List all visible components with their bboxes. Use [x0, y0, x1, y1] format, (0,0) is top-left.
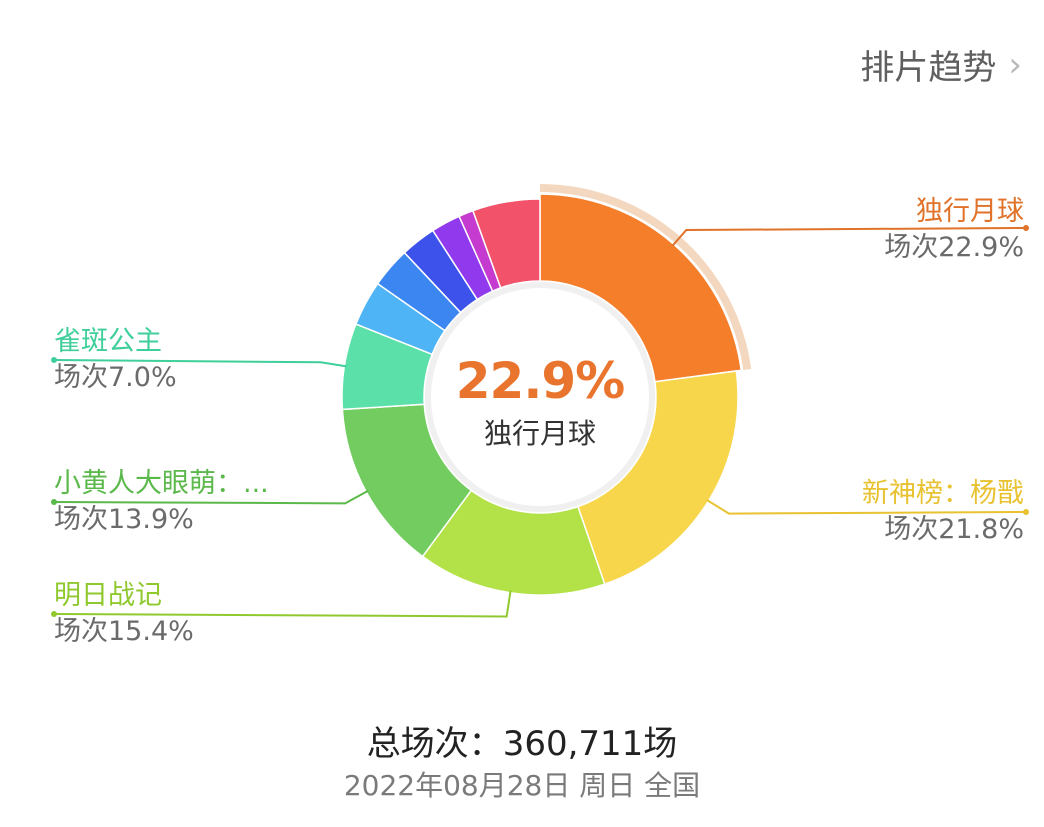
slice-label-3: 小黄人大眼萌：... 场次13.9% [54, 466, 269, 538]
leader-dot-0 [1023, 225, 1029, 231]
center-percentage: 22.9% [455, 352, 625, 410]
slice-pct-3: 场次13.9% [54, 504, 194, 535]
slice-label-1: 新神榜：杨戬 场次21.8% [862, 476, 1024, 548]
slice-name-3: 小黄人大眼萌：... [54, 468, 269, 499]
slice-pct-2: 场次15.4% [54, 616, 194, 647]
center-movie-name: 独行月球 [483, 417, 596, 450]
leader-line-0 [671, 227, 1027, 247]
leader-line-4 [53, 359, 347, 368]
slice-label-0: 独行月球 场次22.9% [884, 194, 1024, 266]
total-showings: 总场次：360,711场 [0, 716, 1044, 765]
highlight-ring [540, 184, 752, 371]
schedule-trend-link[interactable]: 排片趋势 › [860, 40, 1022, 89]
leader-line-1 [706, 499, 1027, 515]
total-value: 360,711场 [502, 724, 678, 764]
leader-dot-1 [1023, 509, 1029, 515]
slice-pct-0: 场次22.9% [884, 232, 1024, 263]
leader-dot-3 [51, 499, 57, 505]
inner-ring [425, 282, 655, 512]
slice-label-2: 明日战记 场次15.4% [54, 578, 194, 650]
slice-name-1: 新神榜：杨戬 [862, 478, 1024, 509]
leader-dot-4 [51, 357, 57, 363]
leader-line-3 [53, 490, 369, 505]
slice-pct-4: 场次7.0% [54, 362, 177, 393]
leader-dot-2 [51, 611, 57, 617]
chevron-right-icon: › [1008, 44, 1022, 85]
schedule-trend-label: 排片趋势 [860, 48, 997, 88]
pie-slice-10[interactable] [471, 198, 541, 289]
pie-slice-0[interactable] [539, 193, 743, 383]
slice-label-4: 雀斑公主 场次7.0% [54, 324, 177, 396]
slice-name-0: 独行月球 [916, 196, 1024, 227]
total-label: 总场次： [366, 724, 503, 764]
pie-slice-1[interactable] [576, 370, 739, 586]
slice-name-2: 明日战记 [54, 580, 162, 611]
slice-pct-1: 场次21.8% [884, 514, 1024, 545]
date-region: 2022年08月28日 周日 全国 [343, 769, 701, 802]
leader-line-2 [53, 590, 512, 618]
slice-name-4: 雀斑公主 [54, 326, 162, 357]
